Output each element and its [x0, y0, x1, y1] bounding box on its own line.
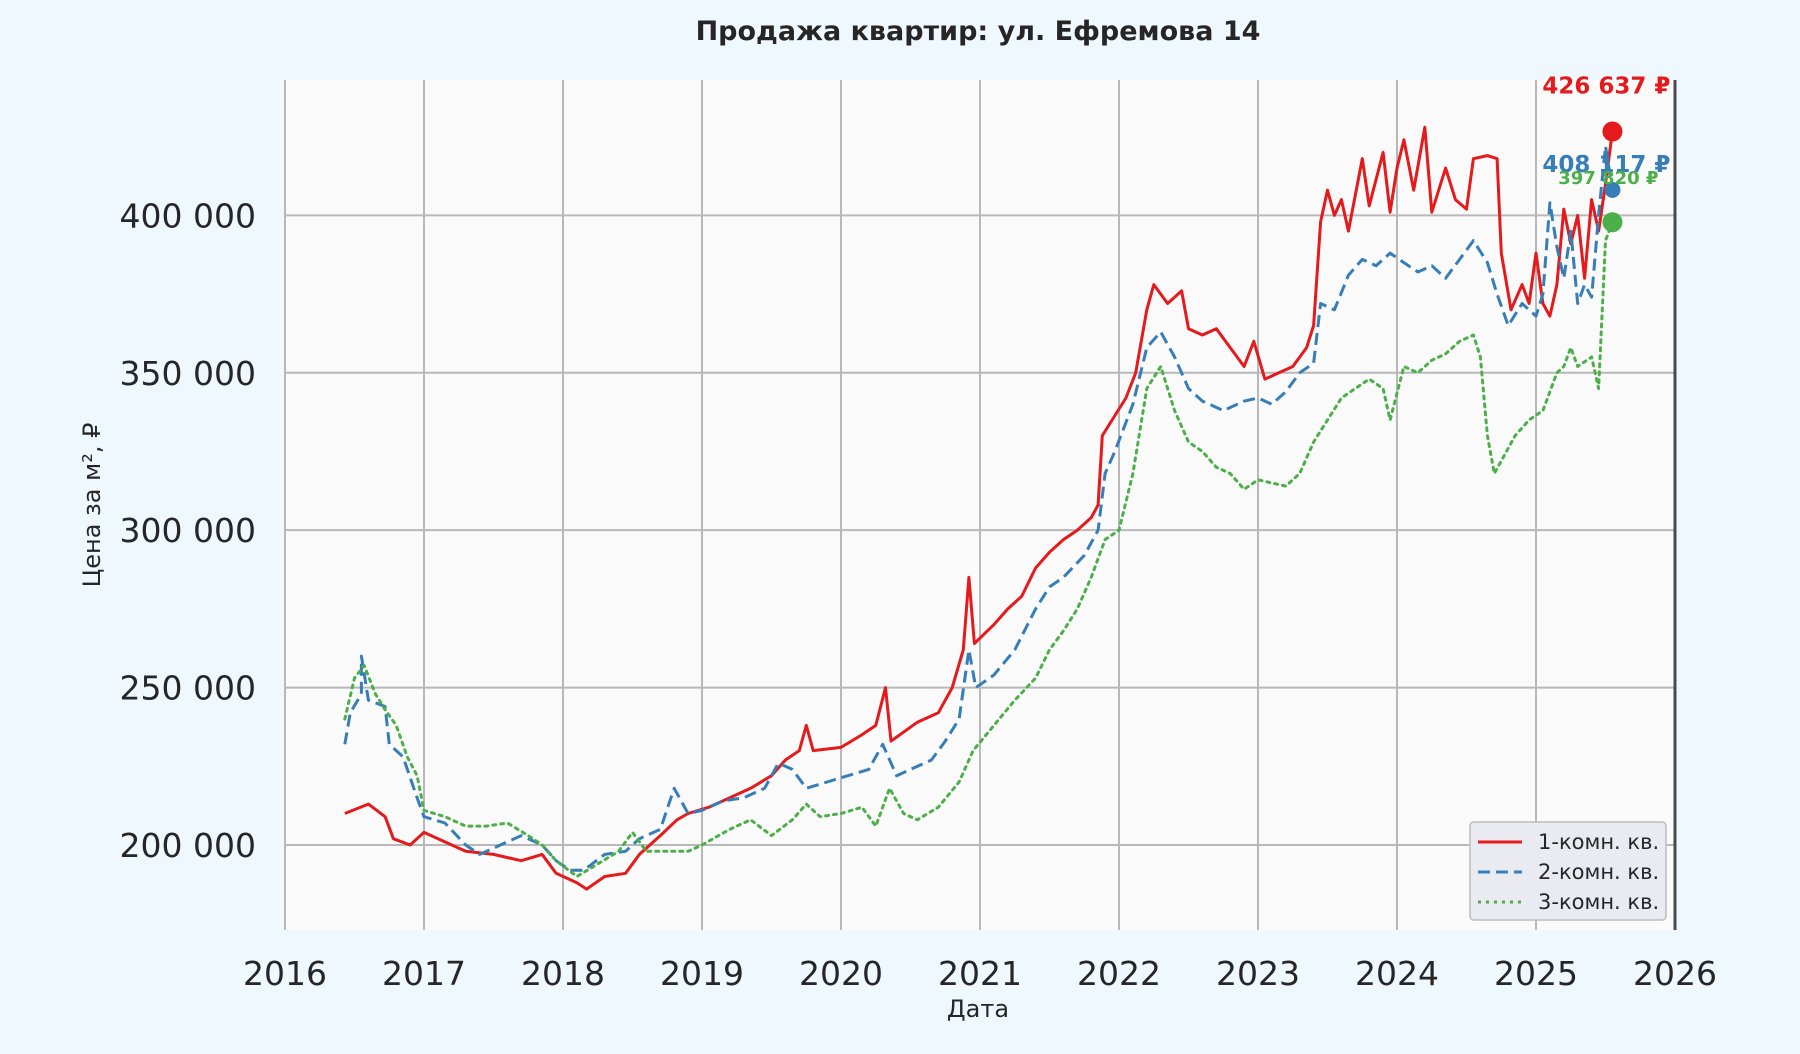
y-tick-label: 250 000	[120, 669, 256, 708]
x-tick-label: 2024	[1355, 954, 1439, 993]
series-end-label-1: 426 637 ₽	[1542, 74, 1670, 100]
series-end-label-2: 408 117 ₽	[1542, 152, 1670, 178]
legend-box	[1469, 821, 1667, 921]
x-tick-label: 2026	[1633, 954, 1717, 993]
x-tick-label: 2016	[243, 954, 327, 993]
y-tick-label: 400 000	[120, 196, 256, 235]
x-gridlines	[423, 80, 1537, 930]
x-tick-label: 2021	[938, 954, 1022, 993]
legend-label-2: 2-комн. кв.	[1538, 860, 1659, 884]
y-tick-label: 350 000	[120, 354, 256, 393]
legend-label-3: 3-комн. кв.	[1538, 890, 1659, 914]
series-endpoint-3	[1602, 212, 1623, 233]
x-axis-title: Дата	[947, 995, 1009, 1023]
x-tick-label: 2018	[521, 954, 605, 993]
y-tick-label: 300 000	[120, 511, 256, 550]
chart-title: Продажа квартир: ул. Ефремова 14	[696, 16, 1261, 47]
series-endpoint-1	[1602, 121, 1623, 142]
x-tick-label: 2022	[1077, 954, 1161, 993]
x-tick-label: 2025	[1494, 954, 1578, 993]
series-lines	[343, 125, 1614, 891]
y-tick-labels: 200 000 250 000 300 000 350 000 400 000	[120, 196, 256, 865]
y-axis-title: Цена за м², ₽	[78, 423, 106, 588]
series-line-1	[344, 125, 1614, 891]
x-tick-label: 2020	[799, 954, 883, 993]
series-endpoint-2	[1604, 181, 1621, 198]
y-gridlines	[285, 214, 1675, 846]
y-tick-label: 200 000	[120, 826, 256, 865]
series-end-label-3: 397 820 ₽	[1558, 168, 1658, 189]
x-tick-labels: 2016 2017 2018 2019 2020 2021 2022 2023 2024 2025…	[243, 954, 1717, 993]
legend: 1-комн. кв. 2-комн. кв. 3-комн. кв.	[1469, 821, 1667, 921]
x-tick-label: 2017	[382, 954, 466, 993]
legend-label-1: 1-комн. кв.	[1538, 830, 1659, 854]
series-endpoints: 426 637 ₽ 408 117 ₽397 820 ₽	[1542, 74, 1670, 233]
series-line-3	[343, 220, 1614, 878]
x-tick-label: 2023	[1216, 954, 1300, 993]
x-tick-label: 2019	[660, 954, 744, 993]
